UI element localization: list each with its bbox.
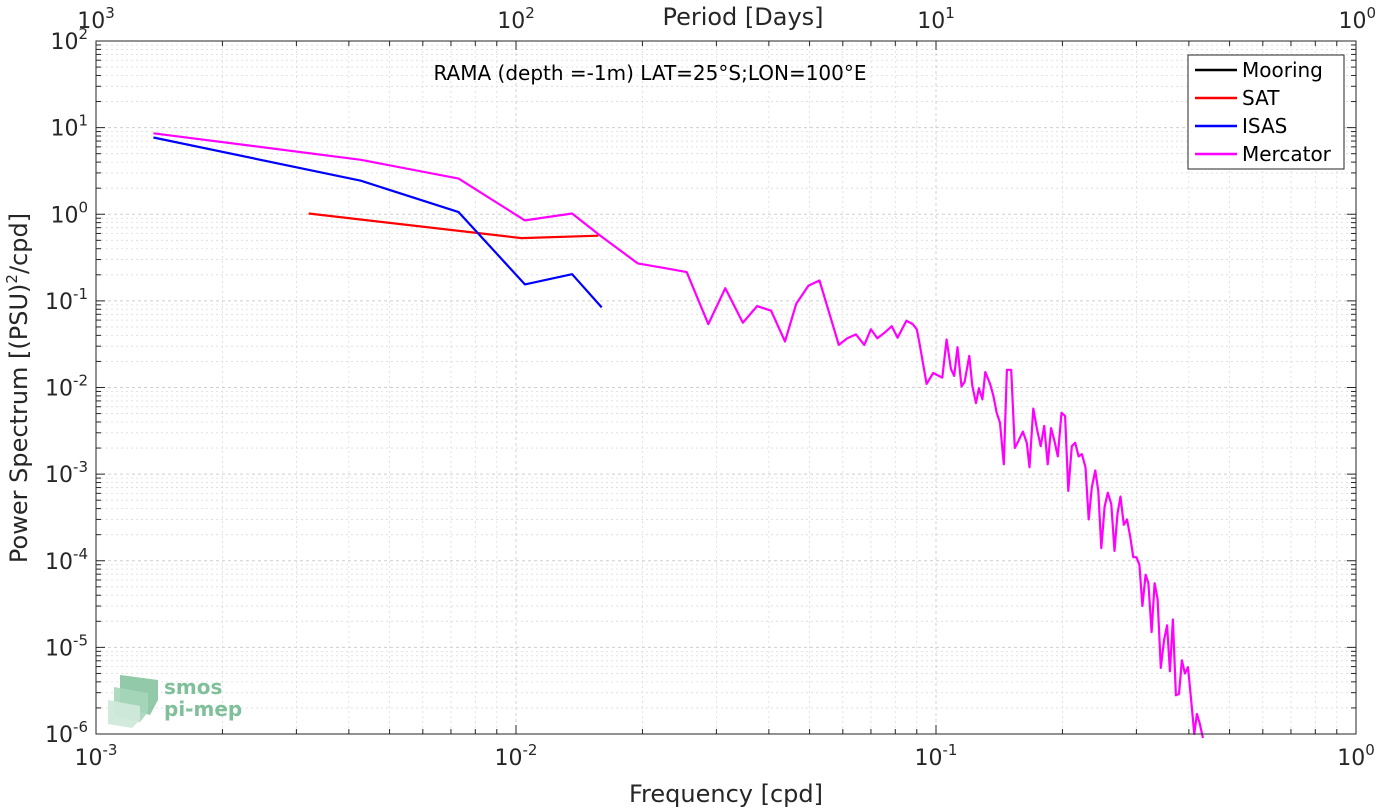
x-tick-label-exponent: -1 bbox=[943, 741, 958, 759]
y-tick-label-exponent: -6 bbox=[73, 718, 88, 736]
x2-tick-label-base: 10 bbox=[917, 9, 945, 34]
y-axis-label-unit: /cpd] bbox=[5, 213, 33, 274]
x2-tick-label-exponent: 3 bbox=[105, 4, 115, 22]
x2-tick-label-exponent: 0 bbox=[1366, 4, 1376, 22]
x2-tick-label-exponent: 2 bbox=[525, 4, 535, 22]
y-tick-label-base: 10 bbox=[50, 203, 78, 228]
x-tick-label-base: 10 bbox=[1337, 746, 1365, 771]
x2-tick-label-base: 10 bbox=[1338, 9, 1366, 34]
x-tick-label: 10-2 bbox=[495, 741, 538, 771]
y-tick-label-exponent: 0 bbox=[78, 198, 88, 216]
smos-pi-mep-logo: smos pi-mep bbox=[108, 675, 242, 728]
y-tick-label: 10-6 bbox=[45, 718, 88, 748]
x-tick-label-exponent: -3 bbox=[103, 741, 118, 759]
logo-text-line1: smos bbox=[164, 675, 222, 699]
x-tick-label-exponent: 0 bbox=[1365, 741, 1375, 759]
y-tick-label-base: 10 bbox=[45, 290, 73, 315]
y-tick-label: 10-1 bbox=[45, 285, 88, 315]
y-tick-label-exponent: -3 bbox=[73, 458, 88, 476]
x-tick-label: 10-3 bbox=[75, 741, 118, 771]
y-tick-label-exponent: -2 bbox=[73, 372, 88, 390]
x-tick-label: 10-1 bbox=[915, 741, 958, 771]
y-axis-label: Power Spectrum [(PSU)2/cpd] bbox=[3, 213, 33, 563]
x2-tick-label: 102 bbox=[497, 4, 535, 34]
chart-title: RAMA (depth =-1m) LAT=25°S;LON=100°E bbox=[433, 61, 866, 85]
y-tick-label-exponent: -1 bbox=[73, 285, 88, 303]
y-tick-label: 10-4 bbox=[45, 545, 88, 575]
y-tick-label-exponent: -5 bbox=[73, 631, 88, 649]
y-tick-label: 102 bbox=[50, 25, 88, 55]
y-tick-label-base: 10 bbox=[50, 30, 78, 55]
x2-tick-label: 103 bbox=[77, 4, 115, 34]
y-tick-label-base: 10 bbox=[45, 723, 73, 748]
x2-tick-label-exponent: 1 bbox=[945, 4, 955, 22]
x-tick-label-base: 10 bbox=[495, 746, 523, 771]
x-tick-label-base: 10 bbox=[915, 746, 943, 771]
logo-text-line2: pi-mep bbox=[164, 697, 242, 721]
legend-label-mooring: Mooring bbox=[1242, 58, 1323, 82]
y-tick-label-exponent: 1 bbox=[78, 112, 88, 130]
logo-mark-front bbox=[108, 700, 140, 728]
x2-tick-label-base: 10 bbox=[497, 9, 525, 34]
series-line-sat bbox=[308, 212, 599, 240]
x2-tick-label: 100 bbox=[1338, 4, 1376, 34]
y-tick-label-base: 10 bbox=[45, 636, 73, 661]
y-axis-label-main: Power Spectrum [(PSU) bbox=[5, 284, 33, 563]
y-tick-label: 101 bbox=[50, 112, 88, 142]
y-tick-label: 10-2 bbox=[45, 372, 88, 402]
y-tick-label-exponent: -4 bbox=[73, 545, 88, 563]
tick-marks bbox=[95, 40, 1357, 735]
x-tick-label: 100 bbox=[1337, 741, 1375, 771]
series-line-mercator bbox=[153, 132, 1204, 739]
x2-tick-label: 101 bbox=[917, 4, 955, 34]
legend-box bbox=[1187, 54, 1345, 170]
y-axis-label-exponent: 2 bbox=[3, 274, 21, 284]
y-tick-label-base: 10 bbox=[45, 550, 73, 575]
legend-label-sat: SAT bbox=[1242, 86, 1280, 110]
x-tick-label-base: 10 bbox=[75, 746, 103, 771]
series-layer bbox=[153, 132, 1204, 739]
y-tick-label-exponent: 2 bbox=[78, 25, 88, 43]
x2-tick-label-base: 10 bbox=[77, 9, 105, 34]
y-tick-label: 10-3 bbox=[45, 458, 88, 488]
y-tick-label-base: 10 bbox=[50, 117, 78, 142]
legend-label-isas: ISAS bbox=[1242, 114, 1287, 138]
y-tick-label: 100 bbox=[50, 198, 88, 228]
legend-label-mercator: Mercator bbox=[1242, 142, 1332, 166]
top-axis-label: Period [Days] bbox=[662, 3, 823, 31]
y-tick-label-base: 10 bbox=[45, 377, 73, 402]
y-tick-label: 10-5 bbox=[45, 631, 88, 661]
series-line-isas bbox=[153, 136, 603, 309]
x-tick-label-exponent: -2 bbox=[523, 741, 538, 759]
y-tick-label-base: 10 bbox=[45, 463, 73, 488]
minor-grid bbox=[96, 41, 1356, 734]
x-axis-label: Frequency [cpd] bbox=[629, 780, 823, 808]
legend: Mooring SAT ISAS Mercator bbox=[1187, 54, 1345, 170]
